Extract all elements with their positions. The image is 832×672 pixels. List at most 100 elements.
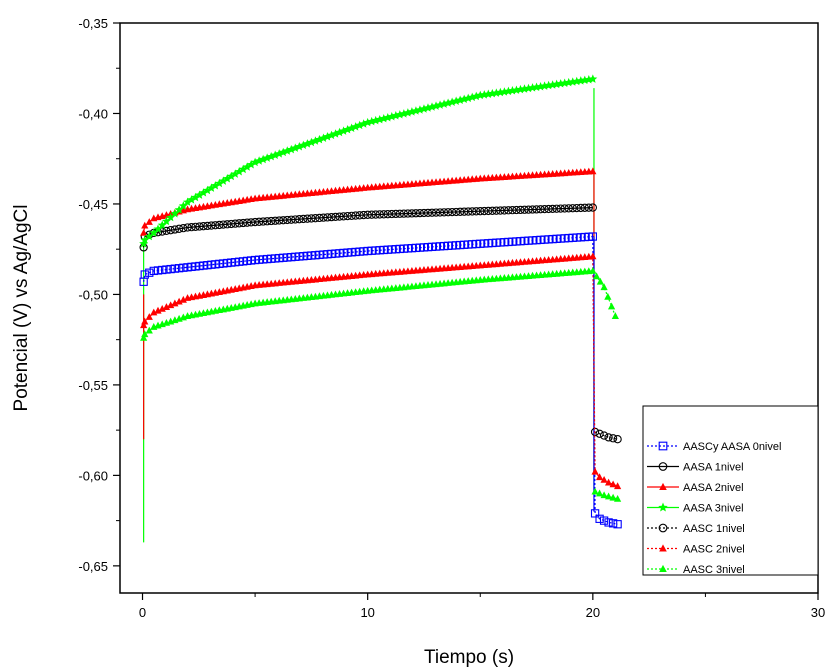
data-point xyxy=(162,265,171,274)
data-point xyxy=(536,205,545,214)
series-line xyxy=(143,170,593,233)
data-point xyxy=(311,214,320,223)
data-point xyxy=(171,299,179,307)
data-point xyxy=(407,209,417,218)
data-point xyxy=(140,321,148,329)
data-point xyxy=(599,431,609,440)
legend: AASCy AASA 0nivel AASA 1nivel AASA 2nivel A… xyxy=(642,405,819,576)
data-point xyxy=(359,210,368,220)
data-point xyxy=(659,482,667,491)
data-point xyxy=(568,204,577,213)
data-point xyxy=(299,214,308,224)
data-point xyxy=(540,204,549,214)
legend-label: AASCy AASA 0nivel xyxy=(683,441,781,453)
data-point xyxy=(242,162,252,171)
x-tick-label: 30 xyxy=(811,605,825,620)
data-point xyxy=(658,502,668,512)
data-point xyxy=(395,209,404,218)
data-point xyxy=(596,277,604,285)
data-point xyxy=(371,210,380,219)
data-point xyxy=(258,217,268,226)
plot-frame xyxy=(119,22,819,594)
data-point xyxy=(614,482,622,490)
data-point xyxy=(609,480,617,488)
y-tick-label: -0,60 xyxy=(78,468,108,483)
data-point xyxy=(589,252,597,260)
series-line xyxy=(594,431,618,440)
data-point xyxy=(174,205,184,214)
legend-label: AASC 3nivel xyxy=(683,564,745,576)
data-point xyxy=(415,208,425,218)
data-point xyxy=(214,178,224,188)
data-point xyxy=(524,205,533,214)
legend-item: AASC 2nivel xyxy=(647,544,745,556)
data-point xyxy=(588,203,597,212)
data-point xyxy=(141,330,149,338)
data-point xyxy=(162,303,171,310)
data-point xyxy=(456,207,465,216)
data-point xyxy=(210,181,220,190)
data-point xyxy=(512,205,521,215)
x-axis-title: Tiempo (s) xyxy=(424,647,514,668)
data-point xyxy=(174,224,184,233)
data-point xyxy=(179,224,188,233)
data-point xyxy=(572,203,581,213)
data-point xyxy=(608,302,616,310)
data-point xyxy=(154,306,162,314)
series-3 xyxy=(140,167,597,236)
data-point xyxy=(158,265,167,275)
data-point xyxy=(230,169,240,178)
legend-box xyxy=(642,405,819,576)
data-point xyxy=(383,210,392,219)
data-point xyxy=(472,207,481,216)
data-point xyxy=(307,214,316,223)
data-point xyxy=(267,216,276,226)
y-tick-label: -0,50 xyxy=(78,287,108,302)
data-point xyxy=(658,462,668,471)
data-point xyxy=(595,429,604,438)
data-point xyxy=(215,220,224,230)
data-point xyxy=(431,208,441,217)
data-point xyxy=(303,214,312,223)
data-point xyxy=(287,215,296,224)
data-point xyxy=(140,228,148,236)
data-point xyxy=(206,183,216,192)
data-point xyxy=(149,266,158,276)
data-point xyxy=(178,201,188,210)
data-point xyxy=(375,210,384,219)
data-point xyxy=(153,266,163,275)
data-point xyxy=(588,74,598,83)
legend-item: AASC 3nivel xyxy=(647,564,745,576)
data-point xyxy=(608,434,618,443)
data-point xyxy=(150,308,158,316)
data-point xyxy=(480,206,489,216)
data-point xyxy=(613,520,622,529)
data-point xyxy=(179,295,187,303)
data-point xyxy=(447,207,457,217)
data-point xyxy=(291,215,300,224)
legend-label: AASA 3nivel xyxy=(683,503,744,515)
data-point xyxy=(195,190,204,199)
data-point xyxy=(464,207,473,216)
data-point xyxy=(141,221,149,229)
data-point xyxy=(157,220,167,229)
data-point xyxy=(327,212,336,222)
data-point xyxy=(271,216,280,225)
data-point xyxy=(576,203,585,213)
data-point xyxy=(588,232,597,241)
data-point xyxy=(202,185,212,195)
data-point xyxy=(239,218,248,228)
data-point xyxy=(600,491,608,499)
data-point xyxy=(198,188,208,197)
data-point xyxy=(149,228,159,237)
data-point xyxy=(141,317,149,325)
series-6 xyxy=(140,252,622,490)
data-point xyxy=(246,218,256,227)
data-point xyxy=(599,516,609,525)
data-point xyxy=(604,518,613,527)
legend-label: AASC 2nivel xyxy=(683,544,745,556)
data-point xyxy=(167,301,175,309)
y-tick-label: -0,40 xyxy=(78,106,108,121)
data-point xyxy=(544,204,553,214)
legend-item: AASCy AASA 0nivel xyxy=(647,441,781,453)
